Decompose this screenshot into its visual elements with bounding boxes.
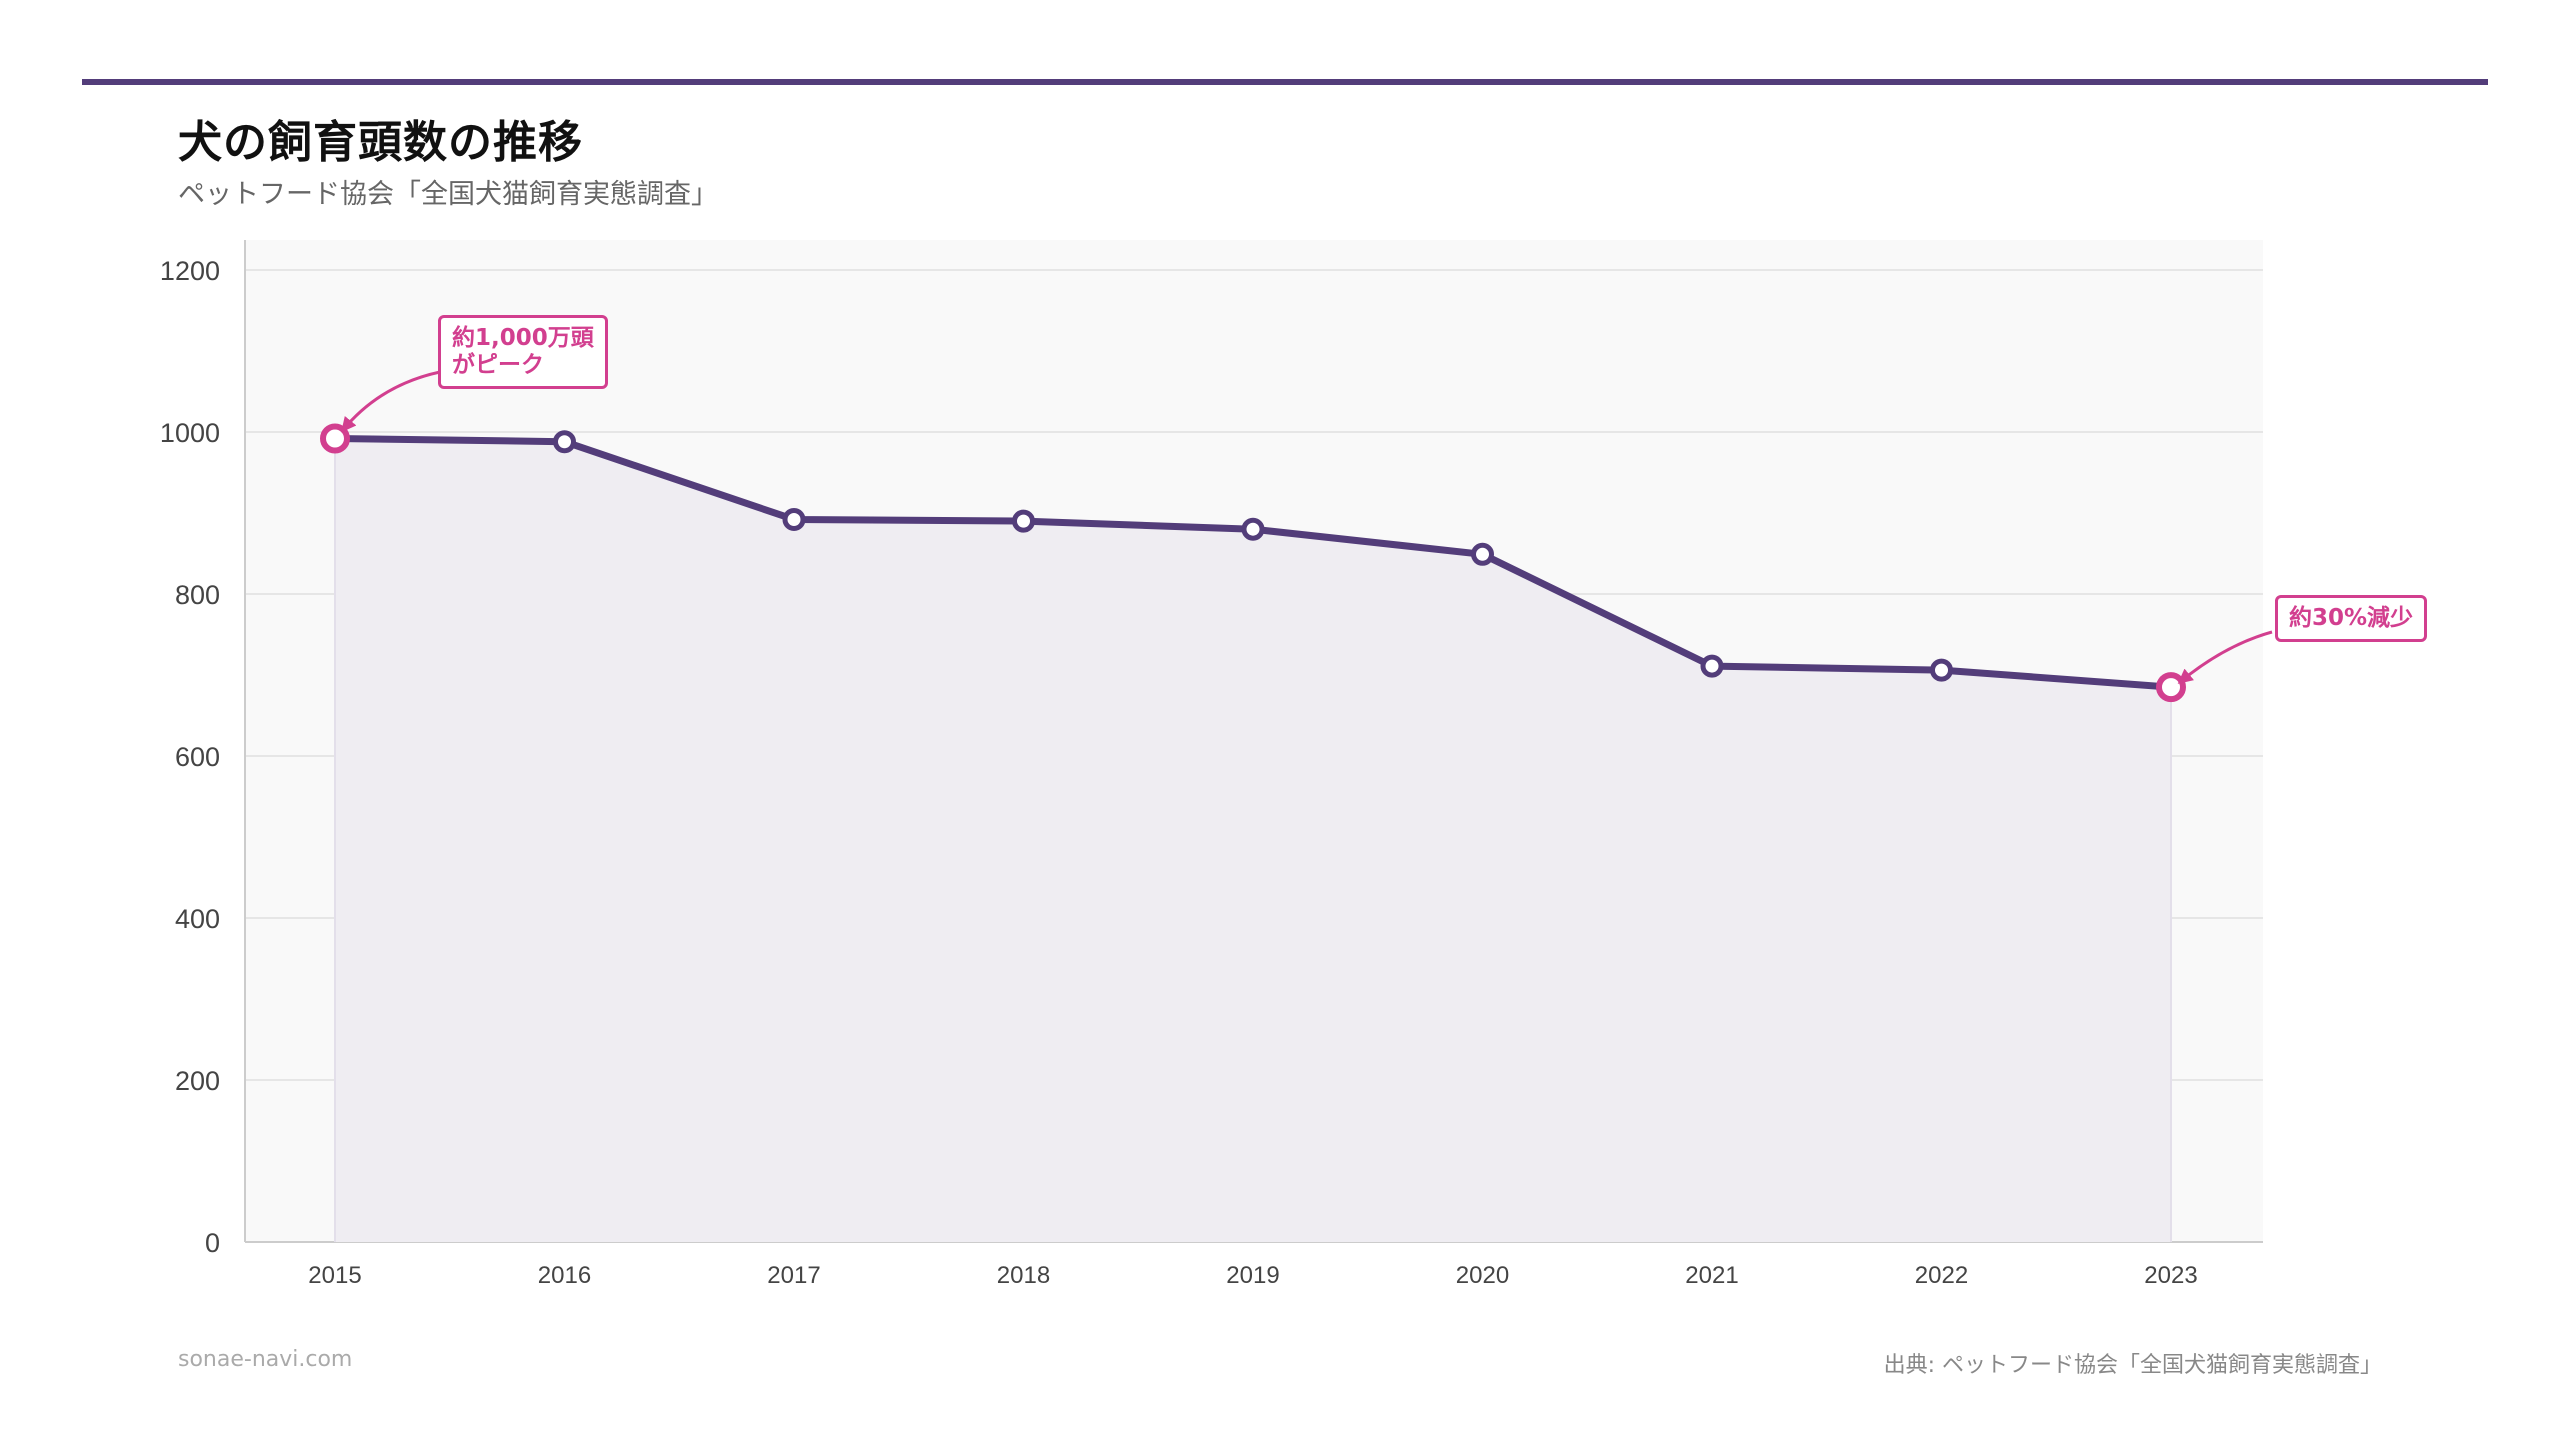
x-tick-label: 2021 <box>1685 1262 1738 1289</box>
site-credit: sonae-navi.com <box>178 1347 353 1372</box>
y-tick-label: 600 <box>175 742 220 772</box>
y-tick-label: 0 <box>205 1228 220 1258</box>
x-tick-label: 2016 <box>538 1262 591 1289</box>
chart-title: 犬の飼育頭数の推移 <box>178 117 583 168</box>
highlight-point <box>2156 672 2186 703</box>
y-tick-label: 1000 <box>160 418 220 448</box>
y-tick-label: 1200 <box>160 256 220 286</box>
x-tick-label: 2020 <box>1456 1262 1509 1289</box>
y-tick-label: 800 <box>175 580 220 610</box>
x-tick-label: 2023 <box>2144 1262 2197 1289</box>
decline-annotation: 約30%減少 <box>2275 595 2428 642</box>
x-tick-label: 2022 <box>1915 1262 1968 1289</box>
chart-subtitle: ペットフード協会「全国犬猫飼育実態調査」 <box>178 179 718 210</box>
data-point <box>1930 658 1953 682</box>
x-tick-label: 2015 <box>308 1262 361 1289</box>
data-point <box>1012 509 1035 533</box>
y-tick-label: 200 <box>175 1066 220 1096</box>
highlight-point <box>320 423 350 454</box>
x-tick-label: 2018 <box>997 1262 1050 1289</box>
peak-annotation: 約1,000万頭 がピーク <box>438 315 608 389</box>
source-credit: 出典: ペットフード協会「全国犬猫飼育実態調査」 <box>1883 1353 2382 1378</box>
data-point <box>1241 517 1265 541</box>
area-fill <box>335 438 2171 1243</box>
top-rule <box>82 79 2488 85</box>
x-tick-label: 2019 <box>1226 1262 1279 1289</box>
peak-arrow <box>341 370 441 433</box>
data-point <box>782 507 806 531</box>
decline-arrow <box>2177 630 2273 684</box>
data-point <box>1700 654 1724 678</box>
y-tick-label: 400 <box>175 904 220 934</box>
data-point <box>1471 542 1494 566</box>
x-tick-label: 2017 <box>767 1262 820 1289</box>
data-point <box>553 430 576 454</box>
